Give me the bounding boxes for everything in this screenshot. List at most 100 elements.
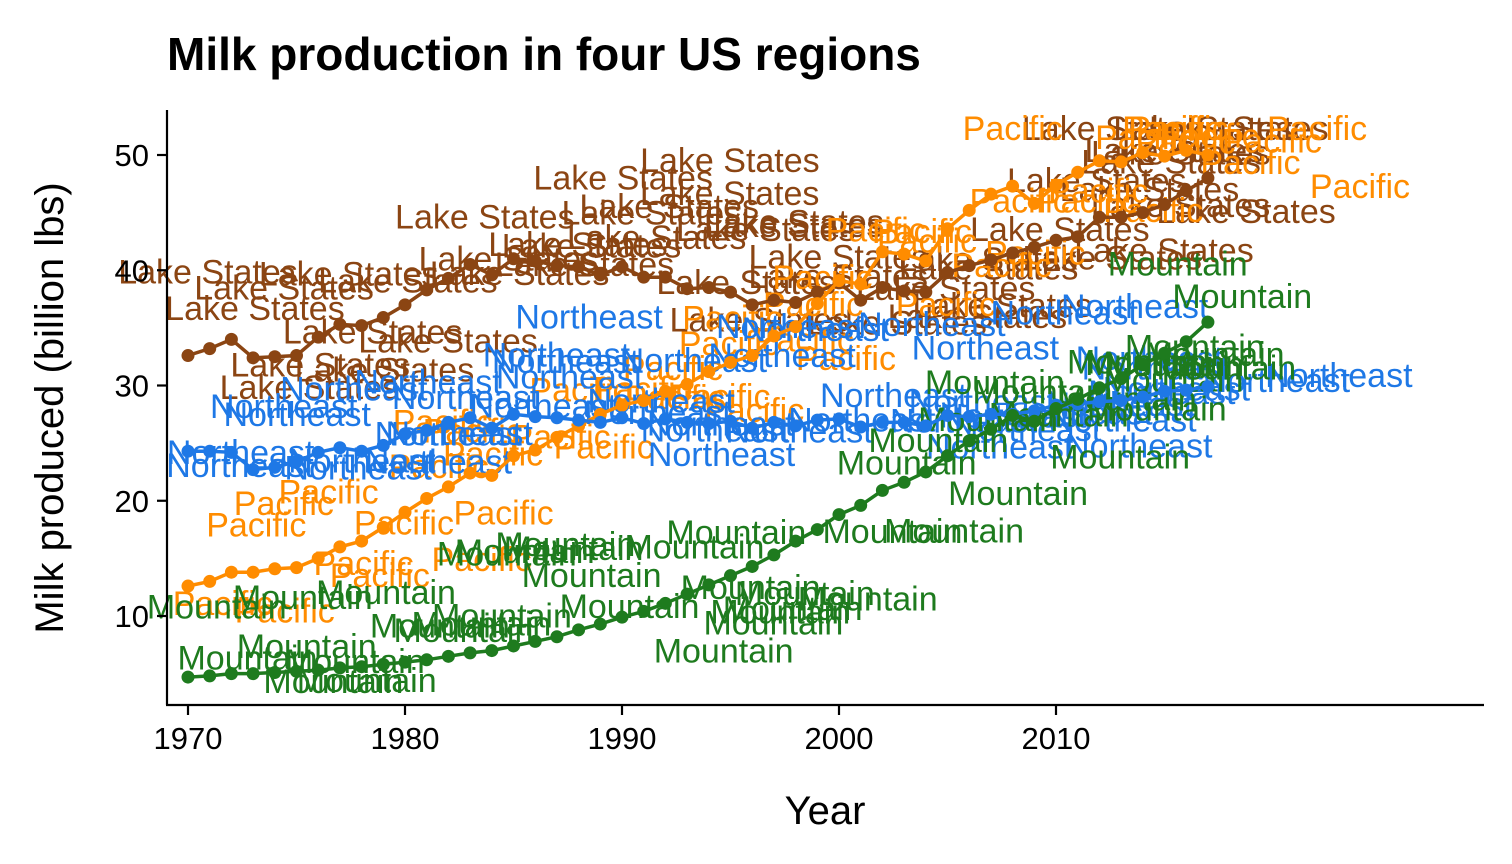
data-point [398,655,412,669]
point-label: Pacific [234,485,334,523]
data-point [680,282,694,296]
data-point [658,596,672,610]
data-point [1158,149,1171,163]
point-label: Pacific [1128,110,1228,148]
data-point [1049,178,1063,192]
point-label: Lake States [567,219,747,257]
data-point [962,410,976,424]
data-point [1179,335,1193,349]
point-label: Mountain [925,364,1065,402]
data-point [919,419,933,433]
point-label: Lake States [676,211,856,249]
data-point [962,203,976,217]
data-point [376,438,390,452]
data-point [1114,155,1128,169]
data-point [246,565,260,579]
point-label: Pacific [330,557,430,595]
data-point [637,604,651,618]
point-label: Pacific [1267,110,1367,148]
point-label: Lake States [704,207,884,245]
data-point [637,270,651,284]
data-point [724,569,737,583]
data-point [485,644,499,658]
point-label: Mountain [798,580,938,618]
data-point [268,665,282,679]
point-label: Pacific [963,110,1063,148]
point-label: Mountain [1172,278,1312,316]
point-label: Mountain [624,529,764,567]
point-label: Northeast [1076,340,1224,378]
point-label: Mountain [1050,438,1190,476]
data-point [1179,184,1193,198]
data-point [962,259,976,273]
y-axis-ticks: 10 20 30 40 50 [115,138,167,634]
data-point [398,505,412,519]
data-point [854,277,868,291]
point-label: Northeast [858,306,1006,344]
data-point [1114,393,1128,407]
data-point [1201,171,1215,185]
point-label: Northeast [483,337,631,375]
data-point [441,415,455,429]
data-point [832,412,846,426]
data-point [463,257,477,271]
data-point [1114,210,1128,224]
data-point [984,253,998,267]
data-point [420,653,434,667]
data-point [897,475,911,489]
point-label: Lake States [749,238,929,276]
point-label: Lake States [165,290,345,328]
point-label: Lake States [1074,232,1254,270]
data-point [376,520,390,534]
data-point [528,410,542,424]
data-point [1136,358,1150,372]
data-point [789,296,803,310]
data-point [767,548,781,562]
point-label: Northeast [1061,288,1209,326]
x-tick-label: 1990 [588,721,657,756]
point-label: Lake States [1149,110,1329,148]
data-point [398,427,412,441]
data-point [702,365,716,379]
data-point [658,412,672,426]
data-point [420,491,434,505]
data-point [745,421,759,435]
data-point [615,260,629,274]
point-label: Pacific [1310,168,1410,206]
data-point [897,284,911,298]
point-label: Northeast [280,370,428,408]
data-point [246,351,260,365]
point-label: Mountain [1104,346,1244,384]
data-point [311,551,325,565]
data-point [1006,408,1020,422]
data-point [1136,146,1150,160]
data-point [1158,346,1171,360]
data-point [290,349,303,363]
data-point [593,268,607,282]
data-point [984,422,998,436]
point-label: Mountain [495,526,635,564]
point-label: Northeast [820,377,968,415]
point-label: Pacific [1103,192,1203,230]
point-label: Pacific [1222,122,1322,160]
data-point [854,498,868,512]
data-point [203,669,217,683]
data-point [1158,198,1171,212]
data-point [572,260,586,274]
point-label: Mountain [654,633,794,671]
data-point [550,430,564,444]
data-point [919,285,933,299]
point-label: Lake States [1022,239,1202,277]
data-point [1049,233,1063,247]
point-label: Lake States [1022,110,1202,148]
point-label: Pacific [682,300,782,338]
data-point [355,319,369,333]
x-axis-title: Year [785,789,866,833]
data-point [615,411,629,425]
data-point [550,259,564,273]
data-point [810,285,824,299]
data-point [724,414,737,428]
series-lake-states [181,171,1215,365]
data-point [485,468,499,482]
